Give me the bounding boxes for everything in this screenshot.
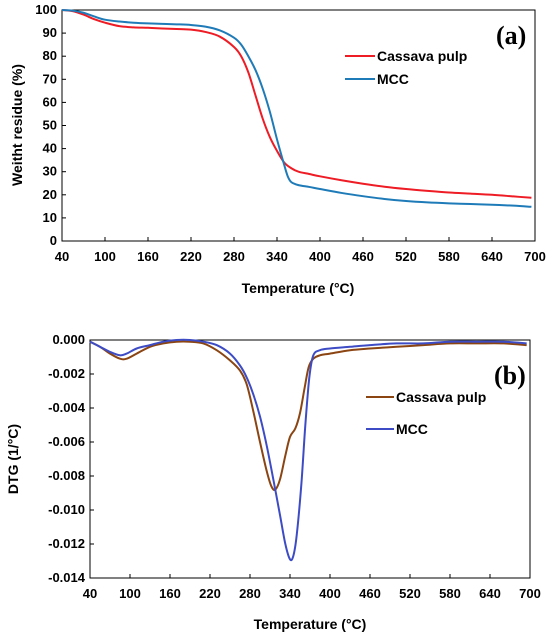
panel-a-legend: Cassava pulp MCC xyxy=(345,48,467,87)
legend-label-cassava-pulp: Cassava pulp xyxy=(396,389,486,405)
panel-b-legend: Cassava pulp MCC xyxy=(366,389,486,437)
series-line-cassava-pulp xyxy=(61,9,532,199)
x-tick-label: 400 xyxy=(309,249,331,264)
x-tick-label: 700 xyxy=(524,249,546,264)
x-tick-label: 400 xyxy=(319,586,341,601)
panel-a-label: (a) xyxy=(496,21,526,50)
y-tick-label: 10 xyxy=(43,210,57,225)
y-tick-label: -0.006 xyxy=(48,434,85,449)
y-tick-label: -0.008 xyxy=(48,468,85,483)
legend-label-cassava-pulp: Cassava pulp xyxy=(377,48,467,64)
x-tick-label: 580 xyxy=(439,586,461,601)
x-tick-label: 40 xyxy=(55,249,69,264)
x-tick-label: 520 xyxy=(395,249,417,264)
y-tick-label: 70 xyxy=(43,71,57,86)
x-tick-label: 160 xyxy=(159,586,181,601)
x-tick-label: 220 xyxy=(199,586,221,601)
panel-b-x-ticks: 40 100 160 220 280 340 400 460 520 580 640 700 xyxy=(83,574,541,601)
panel-a-y-axis-label: Weitht residue (%) xyxy=(9,64,25,186)
x-tick-label: 40 xyxy=(83,586,97,601)
panel-b-dtg-chart: 0.000 -0.002 -0.004 -0.006 -0.008 -0.010 -0.01… xyxy=(5,332,541,632)
x-tick-label: 160 xyxy=(137,249,159,264)
y-tick-label: 60 xyxy=(43,94,57,109)
x-tick-label: 700 xyxy=(519,586,541,601)
panel-b-y-axis-label: DTG (1/°C) xyxy=(5,424,21,494)
y-tick-label: -0.012 xyxy=(48,536,85,551)
panel-a-x-ticks: 40 100 160 220 280 340 400 460 520 580 640 700 xyxy=(55,237,546,264)
panel-a-x-axis-label: Temperature (°C) xyxy=(242,280,355,296)
y-tick-label: -0.014 xyxy=(48,570,86,585)
panel-a-plot-frame xyxy=(61,9,536,242)
panel-b-x-axis-label: Temperature (°C) xyxy=(254,616,367,632)
legend-label-mcc: MCC xyxy=(396,421,428,437)
x-tick-label: 640 xyxy=(479,586,501,601)
y-tick-label: -0.010 xyxy=(48,502,85,517)
x-tick-label: 460 xyxy=(352,249,374,264)
series-line-mcc xyxy=(61,9,532,208)
panel-b-label: (b) xyxy=(494,361,526,390)
x-tick-label: 280 xyxy=(223,249,245,264)
panel-b-y-ticks: 0.000 -0.002 -0.004 -0.006 -0.008 -0.010 -0.01… xyxy=(48,332,94,585)
y-tick-label: 80 xyxy=(43,48,57,63)
x-tick-label: 520 xyxy=(399,586,421,601)
y-tick-label: 90 xyxy=(43,25,57,40)
x-tick-label: 460 xyxy=(359,586,381,601)
x-tick-label: 100 xyxy=(94,249,116,264)
y-tick-label: -0.002 xyxy=(48,366,85,381)
y-tick-label: 0.000 xyxy=(52,332,85,347)
panel-a-weight-residue-chart: 0 10 20 30 40 50 60 70 80 90 100 40 100 160 220 280 340… xyxy=(9,2,546,296)
y-tick-label: 100 xyxy=(35,2,57,17)
panel-a-y-ticks: 0 10 20 30 40 50 60 70 80 90 100 xyxy=(35,2,66,248)
legend-label-mcc: MCC xyxy=(377,71,409,87)
y-tick-label: 20 xyxy=(43,187,57,202)
y-tick-label: 40 xyxy=(43,141,57,156)
y-tick-label: 0 xyxy=(50,233,57,248)
x-tick-label: 340 xyxy=(266,249,288,264)
x-tick-label: 640 xyxy=(481,249,503,264)
y-tick-label: 30 xyxy=(43,164,57,179)
x-tick-label: 340 xyxy=(279,586,301,601)
x-tick-label: 100 xyxy=(119,586,141,601)
panel-b-series-lines xyxy=(89,338,527,562)
panel-a-series-lines xyxy=(61,9,532,208)
x-tick-label: 220 xyxy=(180,249,202,264)
y-tick-label: -0.004 xyxy=(48,400,86,415)
x-tick-label: 580 xyxy=(438,249,460,264)
panel-b-plot-frame xyxy=(89,339,531,579)
x-tick-label: 280 xyxy=(239,586,261,601)
series-line-cassava-pulp xyxy=(89,340,527,491)
series-line-mcc xyxy=(89,338,527,562)
y-tick-label: 50 xyxy=(43,118,57,133)
